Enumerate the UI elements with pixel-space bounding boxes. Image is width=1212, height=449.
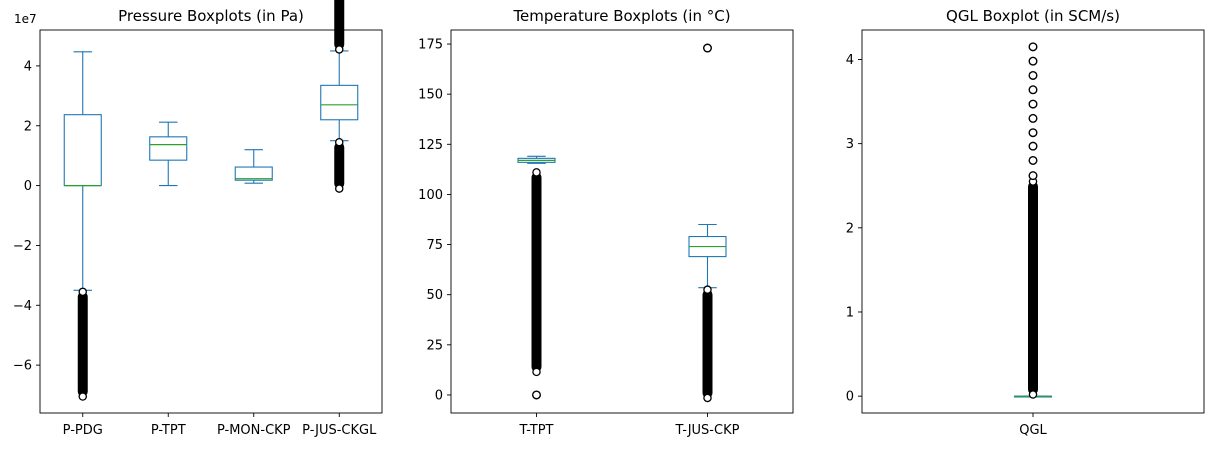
- axes-frame: [861, 29, 1205, 414]
- y-tick-label: 4: [24, 59, 32, 74]
- outlier-band: [77, 291, 88, 397]
- chart-title-3: QGL Boxplot (in SCM/s): [946, 7, 1120, 25]
- box-P-TPT: [149, 121, 188, 187]
- y-tick-label: 75: [426, 238, 443, 253]
- outlier-point: [1028, 56, 1038, 66]
- outlier-point: [78, 287, 88, 297]
- outlier-point: [532, 168, 541, 177]
- y-tick-label: 2: [846, 221, 854, 236]
- box-body: [63, 114, 102, 187]
- y-tick-label: 2: [24, 119, 32, 134]
- box-T-TPT: [517, 155, 556, 400]
- y-tick-label: 100: [418, 188, 443, 203]
- outlier-point: [78, 392, 88, 401]
- y-tick-label: 25: [426, 338, 443, 353]
- y-tick-label: 50: [426, 288, 443, 303]
- y-tick-label: 125: [418, 138, 443, 153]
- box-P-JUS-CKGL: [320, 0, 359, 193]
- y-offset-label: 1e7: [14, 12, 37, 26]
- outlier-band: [1028, 181, 1038, 395]
- chart-title-1: Pressure Boxplots (in Pa): [118, 7, 304, 25]
- chart-panel-3: QGL Boxplot (in SCM/s) 0 1 2 3 4 QGL: [846, 7, 1205, 438]
- box-body: [320, 84, 359, 121]
- outlier-point: [1028, 42, 1038, 52]
- box-P-MON-CKP: [234, 149, 273, 184]
- y-tick-label: 0: [846, 390, 854, 405]
- outlier-point: [703, 285, 712, 294]
- outlier-point: [1028, 141, 1038, 151]
- x-tick-label: P-TPT: [151, 423, 186, 438]
- outlier-band: [334, 142, 345, 189]
- outlier-point: [532, 390, 542, 400]
- outlier-point: [703, 393, 712, 403]
- y-tick-label: 0: [24, 179, 32, 194]
- outlier-point: [1028, 155, 1038, 165]
- box-T-JUS-CKP: [688, 43, 727, 403]
- x-tick-label: P-JUS-CKGL: [302, 423, 377, 438]
- box-body: [149, 136, 188, 161]
- outlier-point: [703, 43, 713, 53]
- y-tick-label: 175: [418, 38, 443, 53]
- outlier-point: [1028, 70, 1038, 80]
- x-tick-label: P-MON-CKP: [217, 423, 291, 438]
- chart-panel-2: Temperature Boxplots (in °C) 0 25 50 75 100 12…: [418, 7, 794, 438]
- outlier-point: [1028, 113, 1038, 123]
- box-P-PDG: [63, 51, 102, 401]
- outlier-point: [334, 184, 344, 193]
- axes-frame: [450, 29, 794, 414]
- chart-title-2: Temperature Boxplots (in °C): [512, 7, 730, 25]
- y-tick-label: −4: [13, 299, 32, 314]
- outlier-point: [334, 137, 344, 147]
- outlier-point: [334, 45, 344, 54]
- y-tick-label: 4: [846, 53, 854, 68]
- outlier-band: [702, 289, 713, 398]
- x-tick-label: QGL: [1019, 423, 1047, 438]
- outlier-point: [1028, 85, 1038, 95]
- box-QGL: [1013, 42, 1053, 399]
- outlier-point: [532, 367, 541, 377]
- y-tick-label: 1: [846, 305, 854, 320]
- outlier-band: [334, 0, 345, 50]
- y-tick-label: 150: [418, 88, 443, 103]
- x-tick-label: T-JUS-CKP: [675, 423, 740, 438]
- y-tick-label: −2: [13, 239, 32, 254]
- y-tick-label: −6: [13, 359, 32, 374]
- chart-panel-1: Pressure Boxplots (in Pa) 1e7 −6 −4 −2 0 2 4 P-P…: [13, 0, 383, 438]
- box-body: [234, 166, 273, 181]
- outlier-point: [1028, 390, 1038, 399]
- y-tick-label: 3: [846, 137, 854, 152]
- outlier-point: [1028, 99, 1038, 109]
- axes-frame: [39, 29, 383, 414]
- x-tick-label: T-TPT: [519, 423, 554, 438]
- outlier-point: [1028, 128, 1038, 138]
- outlier-point: [1028, 171, 1038, 181]
- x-tick-label: P-PDG: [63, 423, 103, 438]
- y-tick-label: 0: [435, 388, 443, 403]
- outlier-band: [531, 172, 542, 372]
